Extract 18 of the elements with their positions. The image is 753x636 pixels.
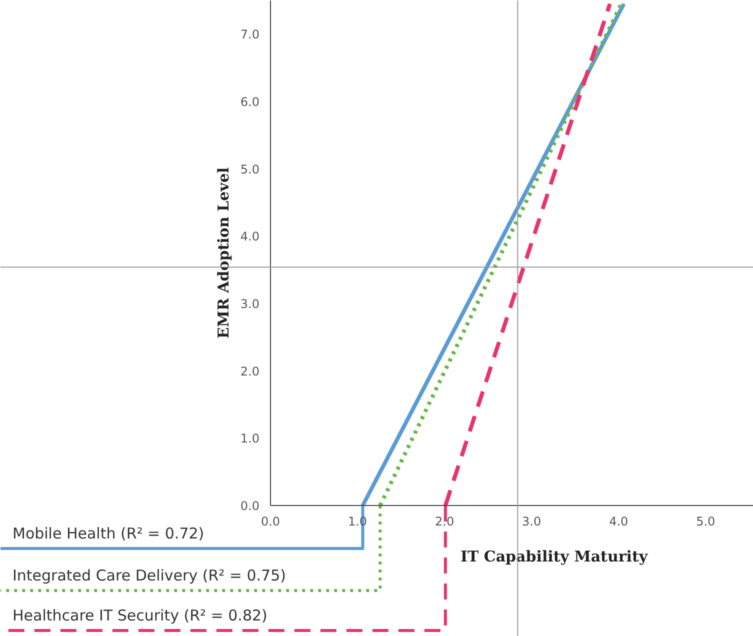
x-tick-label: 3.0	[522, 514, 542, 528]
y-tick-label: 0.0	[240, 499, 260, 513]
text: Mobile Health (R² = 0.72)	[12, 524, 204, 542]
y-tick-label: 4.0	[240, 230, 260, 244]
y-tick-label: 7.0	[240, 28, 260, 42]
y-axis-title: EMR Adoption Level	[214, 167, 232, 339]
y-tick-label: 3.0	[240, 297, 260, 311]
x-axis-title: IT Capability Maturity	[460, 548, 649, 566]
y-tick-label: 6.0	[240, 95, 260, 109]
x-tick-label: 0.0	[260, 514, 280, 528]
text: Integrated Care Delivery (R² = 0.75)	[12, 566, 286, 584]
x-tick-label: 4.0	[609, 514, 628, 528]
text: Healthcare IT Security (R² = 0.82)	[12, 606, 268, 624]
x-tick-label: 5.0	[696, 514, 716, 528]
y-tick-label: 2.0	[240, 364, 260, 378]
y-tick-label: 1.0	[240, 432, 260, 446]
x-tick-label: 2.0	[435, 514, 454, 528]
y-tick-label: 5.0	[240, 162, 260, 176]
